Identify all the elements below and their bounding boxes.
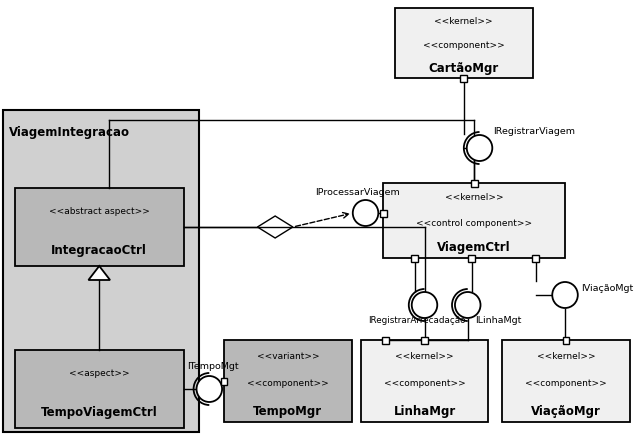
Circle shape: [196, 376, 222, 402]
Text: ITempoMgt: ITempoMgt: [187, 362, 239, 371]
Text: <<component>>: <<component>>: [384, 379, 466, 388]
Text: IRegistrarViagem: IRegistrarViagem: [493, 127, 575, 136]
Text: <<component>>: <<component>>: [525, 379, 607, 388]
Text: <<abstract aspect>>: <<abstract aspect>>: [49, 207, 149, 216]
Text: <<kernel>>: <<kernel>>: [445, 194, 504, 202]
Text: ILinhaMgt: ILinhaMgt: [476, 316, 522, 325]
Text: <<variant>>: <<variant>>: [256, 352, 319, 361]
FancyBboxPatch shape: [395, 8, 533, 78]
Text: TempoMgr: TempoMgr: [253, 405, 323, 417]
Bar: [460, 74, 468, 81]
Circle shape: [467, 135, 492, 161]
Text: <<kernel>>: <<kernel>>: [395, 352, 454, 361]
Circle shape: [553, 282, 578, 308]
Text: IntegracaoCtrl: IntegracaoCtrl: [52, 244, 147, 257]
Text: ViaçãoMgr: ViaçãoMgr: [531, 405, 601, 417]
Circle shape: [353, 200, 378, 226]
Text: <<component>>: <<component>>: [247, 379, 329, 388]
Text: LinhaMgr: LinhaMgr: [393, 405, 455, 417]
Text: IViaçãoMgt: IViaçãoMgt: [581, 284, 633, 293]
Text: TempoViagemCtrl: TempoViagemCtrl: [41, 406, 158, 419]
Text: <<component>>: <<component>>: [423, 41, 505, 50]
Circle shape: [455, 292, 480, 318]
Bar: [421, 336, 428, 343]
FancyBboxPatch shape: [502, 340, 630, 422]
Bar: [382, 336, 388, 343]
Text: IRegistrarArrecadação: IRegistrarArrecadação: [368, 316, 466, 325]
Bar: [221, 378, 227, 385]
Polygon shape: [88, 266, 110, 280]
Text: ViagemIntegracao: ViagemIntegracao: [9, 126, 130, 139]
FancyBboxPatch shape: [15, 188, 184, 266]
FancyBboxPatch shape: [383, 183, 565, 258]
Bar: [471, 180, 478, 187]
FancyBboxPatch shape: [224, 340, 352, 422]
Text: ViagemCtrl: ViagemCtrl: [437, 241, 511, 254]
Text: CartãoMgr: CartãoMgr: [429, 62, 499, 75]
Text: <<kernel>>: <<kernel>>: [435, 18, 493, 27]
Bar: [532, 254, 539, 261]
Bar: [468, 254, 475, 261]
Bar: [380, 209, 386, 216]
Bar: [563, 336, 569, 343]
Circle shape: [412, 292, 437, 318]
Text: IProcessarViagem: IProcessarViagem: [316, 188, 400, 197]
Text: <<control component>>: <<control component>>: [416, 219, 532, 227]
Bar: [412, 254, 418, 261]
FancyBboxPatch shape: [3, 110, 200, 432]
FancyBboxPatch shape: [15, 350, 184, 428]
Text: <<kernel>>: <<kernel>>: [536, 352, 595, 361]
FancyBboxPatch shape: [361, 340, 488, 422]
Text: <<aspect>>: <<aspect>>: [69, 369, 129, 378]
